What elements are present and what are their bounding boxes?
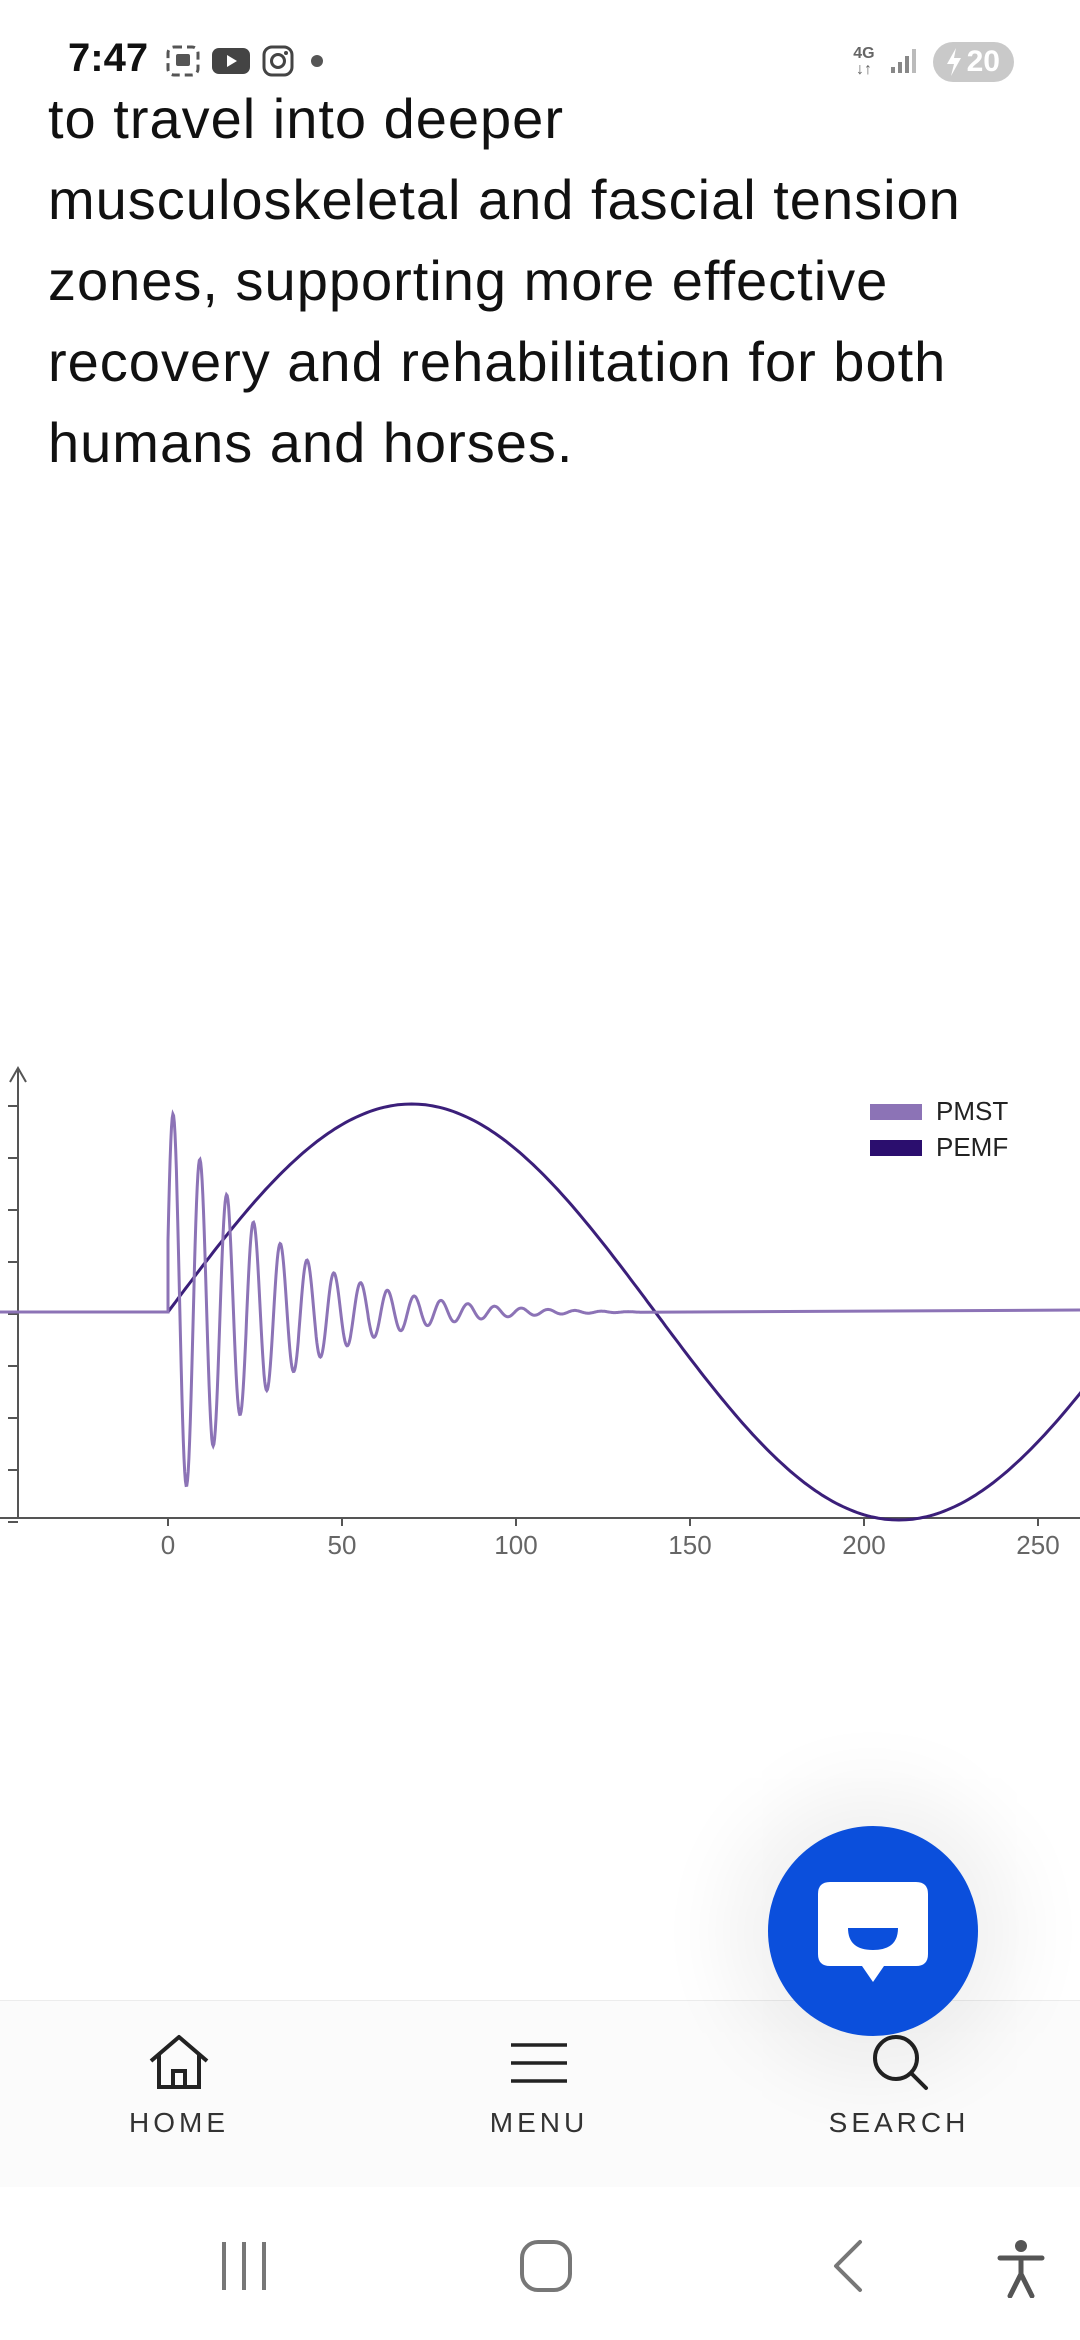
- y-axis-arrow: [9, 1065, 27, 1083]
- home-button-icon[interactable]: [518, 2238, 574, 2299]
- waveform-chart: 0 50 100 150 200 250 PMST PEMF: [0, 1065, 1080, 1560]
- series-line-pmst: [0, 1109, 1080, 1488]
- accessibility-icon[interactable]: [996, 2238, 1046, 2303]
- system-nav-bar: [0, 2186, 1080, 2340]
- notification-icons: [165, 44, 329, 83]
- status-time: 7:47: [68, 36, 149, 80]
- home-icon: [149, 2035, 209, 2089]
- x-ticks: 0 50 100 150 200 250: [161, 1518, 1060, 1560]
- article-line: musculoskeletal and fascial tension: [48, 168, 961, 231]
- nav-search-label: SEARCH: [828, 2107, 970, 2138]
- screenshot-icon: [165, 44, 201, 83]
- series-line-pemf: [0, 1102, 1080, 1522]
- status-bar: 7:47 4G ↓↑ 20: [0, 0, 1080, 130]
- chat-button[interactable]: [768, 1826, 978, 2036]
- y-ticks: [8, 1105, 18, 1523]
- article-line: humans and horses.: [48, 411, 574, 474]
- x-tick-label: 100: [494, 1530, 537, 1560]
- nav-menu-label: MENU: [489, 2107, 589, 2138]
- x-tick-label: 250: [1016, 1530, 1059, 1560]
- legend-swatch-pmst: [870, 1104, 922, 1120]
- x-tick-label: 150: [668, 1530, 711, 1560]
- article-line: zones, supporting more effective: [48, 249, 889, 312]
- x-tick-label: 200: [842, 1530, 885, 1560]
- menu-icon: [511, 2043, 567, 2083]
- legend-label-pmst: PMST: [936, 1096, 1008, 1126]
- signal-icon: [889, 45, 919, 80]
- nav-search[interactable]: SEARCH: [779, 2031, 1019, 2139]
- chat-icon: [818, 1882, 928, 1982]
- legend-label-pemf: PEMF: [936, 1132, 1008, 1162]
- article-line: to travel into deeper: [48, 87, 564, 150]
- network-type: 4G ↓↑: [853, 45, 875, 78]
- article-line: recovery and rehabilitation for both: [48, 330, 947, 393]
- nav-home-label: HOME: [129, 2107, 229, 2138]
- nav-home[interactable]: HOME: [59, 2031, 299, 2139]
- nav-menu[interactable]: MENU: [419, 2031, 659, 2139]
- search-icon: [873, 2035, 928, 2090]
- x-tick-label: 0: [161, 1530, 175, 1560]
- legend-swatch-pemf: [870, 1140, 922, 1156]
- legend: PMST PEMF: [870, 1096, 1008, 1162]
- back-icon[interactable]: [826, 2238, 870, 2299]
- instagram-icon: [261, 44, 295, 83]
- article-paragraph: to travel into deeper musculoskeletal an…: [48, 78, 1048, 483]
- battery-icon: 20: [932, 42, 1014, 82]
- system-status: 4G ↓↑ 20: [853, 42, 1014, 82]
- dot-icon: [305, 49, 329, 78]
- youtube-icon: [211, 46, 251, 81]
- recent-apps-icon[interactable]: [218, 2238, 270, 2299]
- x-tick-label: 50: [328, 1530, 357, 1560]
